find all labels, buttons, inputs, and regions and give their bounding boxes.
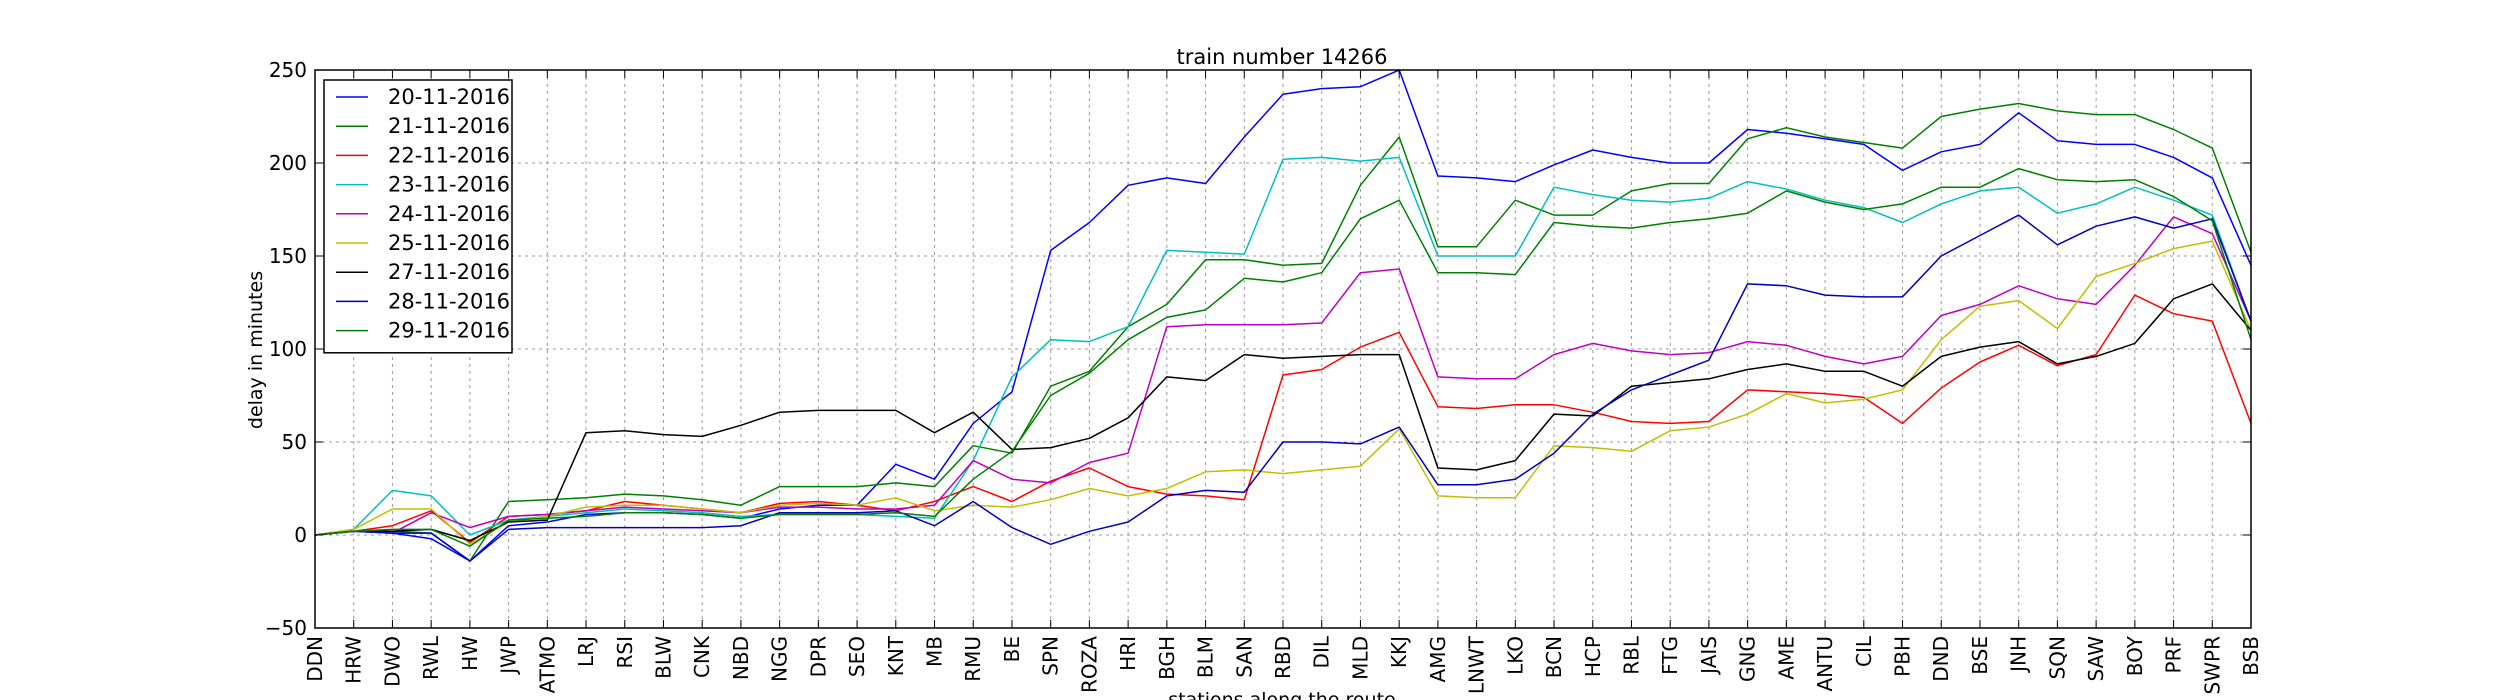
x-tick-label: RWL (419, 635, 443, 680)
series-line-8 (314, 214, 2252, 562)
x-tick-label: BCN (1542, 636, 1566, 678)
x-tick-label: ROZA (1077, 636, 1101, 693)
x-tick-label: DIL (1310, 635, 1334, 668)
x-tick-label: MB (923, 636, 947, 667)
x-tick-label: LRJ (574, 636, 598, 667)
x-tick-label: BE (1000, 636, 1024, 662)
y-tick-label: 150 (269, 244, 307, 268)
legend-entry: 28-11-2016 (388, 289, 510, 313)
x-tick-label: MLD (1348, 636, 1372, 680)
legend-entry: 21-11-2016 (388, 114, 510, 138)
y-tick-label: 100 (269, 337, 307, 361)
legend-entry: 20-11-2016 (388, 85, 510, 109)
x-tick-label: BSE (1968, 636, 1992, 675)
legend-entry: 27-11-2016 (388, 260, 510, 284)
x-tick-label: PBH (1891, 636, 1915, 677)
x-tick-label: DND (1929, 636, 1953, 682)
y-tick-label: 50 (282, 430, 307, 454)
x-tick-label: RSI (613, 636, 637, 669)
x-tick-label: RMU (961, 636, 985, 682)
legend-entry: 25-11-2016 (388, 231, 510, 255)
x-tick-label: BLW (651, 636, 675, 679)
x-tick-label: ANTU (1813, 636, 1837, 692)
x-tick-label: HRW (342, 636, 366, 684)
legend-entry: 23-11-2016 (388, 173, 510, 197)
y-tick-label: 250 (269, 58, 307, 82)
x-tick-label: SEO (845, 636, 869, 677)
x-tick-label: DPR (806, 636, 830, 677)
x-tick-label: AME (1774, 636, 1798, 680)
series-line-9 (314, 167, 2252, 547)
axis-ticks (314, 69, 2252, 629)
x-tick-label: JNH (2007, 636, 2031, 674)
series-line-3 (314, 294, 2252, 544)
x-tick-label: SPN (1039, 636, 1063, 676)
x-tick-label: JWP (497, 636, 521, 676)
x-tick-label: GNG (1736, 636, 1760, 682)
x-tick-label: BOY (2123, 635, 2147, 676)
x-tick-labels: DDN HRW DWO RWL HW JWP ATMO LRJ RSI BLW CNK NBD NGG D… (303, 635, 2263, 694)
y-axis-label: delay in minutes (245, 271, 267, 429)
x-tick-label: KNT (884, 635, 908, 676)
x-tick-label: DDN (303, 636, 327, 682)
series-line-2 (314, 102, 2252, 562)
y-tick-label: 0 (294, 523, 307, 547)
x-tick-label: LKO (1503, 636, 1527, 675)
x-tick-label: SAN (1232, 636, 1256, 678)
x-tick-label: CIL (1852, 635, 1876, 667)
series-line-4 (314, 156, 2252, 536)
legend: 20-11-2016 21-11-2016 22-11-2016 23-11-2016… (323, 79, 513, 354)
x-tick-label: PRF (2162, 636, 2186, 673)
x-tick-label: KKJ (1387, 636, 1411, 668)
x-tick-label: LNWT (1465, 635, 1489, 694)
x-tick-label: NGG (768, 636, 792, 682)
x-tick-label: SWPR (2200, 636, 2224, 695)
x-tick-label: RBD (1271, 636, 1295, 679)
x-axis-label: stations along the route (1168, 689, 1395, 700)
legend-entry: 22-11-2016 (388, 143, 510, 167)
x-tick-label: BLM (1194, 636, 1218, 678)
x-tick-label: BGH (1155, 636, 1179, 680)
series-line-7 (314, 283, 2252, 542)
x-tick-label: SAW (2084, 636, 2108, 682)
chart-title: train number 14266 (1177, 45, 1388, 69)
y-tick-label: 200 (269, 151, 307, 175)
series-line-5 (314, 216, 2252, 536)
x-tick-label: SQN (2045, 636, 2069, 679)
x-tick-label: FTG (1658, 636, 1682, 675)
legend-entry: 29-11-2016 (388, 319, 510, 343)
legend-entry: 24-11-2016 (388, 202, 510, 226)
x-tick-label: ATMO (535, 636, 559, 693)
x-tick-label: CNK (690, 635, 714, 678)
x-tick-label: BSB (2239, 636, 2263, 676)
x-tick-label: DWO (380, 636, 404, 687)
series-lines (314, 69, 2252, 562)
x-tick-label: RBL (1619, 635, 1643, 675)
series-line-6 (314, 240, 2252, 546)
x-tick-label: HCP (1581, 636, 1605, 677)
x-tick-label: HRI (1116, 636, 1140, 671)
x-tick-label: HW (458, 636, 482, 671)
grid-lines (314, 69, 2252, 629)
x-tick-label: NBD (729, 636, 753, 680)
x-tick-label: JAIS (1697, 636, 1721, 676)
y-tick-label: −50 (265, 616, 307, 640)
y-tick-labels: −50 0 50 100 150 200 250 (265, 58, 307, 640)
x-tick-label: AMG (1426, 636, 1450, 682)
